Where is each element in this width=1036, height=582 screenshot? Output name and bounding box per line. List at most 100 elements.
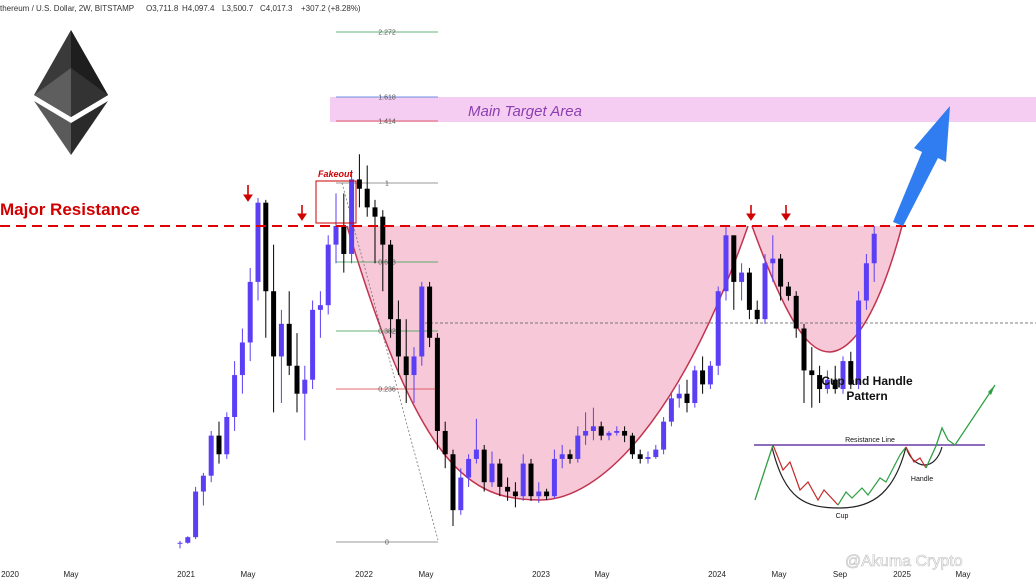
candle-body xyxy=(551,458,557,497)
x-tick-label: 2024 xyxy=(708,570,726,579)
candle-body xyxy=(364,188,370,208)
candle-body xyxy=(856,300,862,385)
candle-body xyxy=(310,309,316,380)
candle-body xyxy=(380,216,386,245)
candle-body xyxy=(388,244,394,320)
candle-body xyxy=(224,416,230,455)
candle-body xyxy=(263,202,269,292)
x-tick-label: May xyxy=(955,570,970,579)
candle-body xyxy=(520,463,526,497)
candle-body xyxy=(754,309,760,320)
candle-body xyxy=(785,286,791,296)
red-down-arrow-icon xyxy=(746,205,756,221)
candle-body xyxy=(271,291,277,357)
candle-body xyxy=(692,370,698,404)
candle-body xyxy=(333,226,339,245)
x-tick-label: 2023 xyxy=(532,570,550,579)
x-tick-label: May xyxy=(594,570,609,579)
candle-body xyxy=(317,305,323,310)
candle-body xyxy=(575,435,581,459)
red-down-arrow-icon xyxy=(781,205,791,221)
candle-body xyxy=(325,244,331,306)
resistance-line-label: Resistance Line xyxy=(845,437,895,444)
candle-body xyxy=(442,430,448,455)
candle-body xyxy=(458,477,464,511)
candle-body xyxy=(216,435,222,455)
candle-body xyxy=(489,463,495,483)
fib-level-label: 2.272 xyxy=(378,30,396,37)
candle-body xyxy=(661,421,667,450)
candle-body xyxy=(185,537,191,543)
candle-body xyxy=(629,435,635,455)
handle-outline xyxy=(751,225,903,353)
x-tick-label: Sep xyxy=(833,570,848,579)
candle-body xyxy=(832,379,838,390)
candle-body xyxy=(606,432,612,436)
header-close: C4,017.3 xyxy=(260,4,293,13)
candle-body xyxy=(247,281,253,343)
candle-body xyxy=(645,457,651,459)
main-target-area xyxy=(330,97,1036,122)
candle-body xyxy=(466,458,472,478)
candle-body xyxy=(232,375,238,417)
x-tick-label: May xyxy=(63,570,78,579)
candle-body xyxy=(286,323,292,366)
candle-body xyxy=(481,449,487,483)
candle-body xyxy=(668,398,674,422)
x-tick-label: May xyxy=(418,570,433,579)
candle-body xyxy=(684,393,690,404)
candle-body xyxy=(302,379,308,394)
candle-body xyxy=(372,207,378,217)
candle-body xyxy=(871,233,877,264)
pattern-title-line1: Cup and Handle xyxy=(821,374,913,388)
fib-level-label: 0.618 xyxy=(378,260,396,267)
x-tick-label: 2021 xyxy=(177,570,195,579)
candle-body xyxy=(840,361,846,390)
fib-level-label: 0.382 xyxy=(378,329,396,336)
cup-outline xyxy=(346,225,749,501)
fib-level-label: 1.618 xyxy=(378,95,396,102)
x-tick-label: 2020 xyxy=(1,570,19,579)
candle-body xyxy=(434,337,440,431)
candle-body xyxy=(614,430,620,433)
cup-and-handle-diagram xyxy=(754,384,996,509)
red-down-arrow-icon xyxy=(243,185,253,202)
x-tick-label: 2025 xyxy=(893,570,911,579)
candle-body xyxy=(411,356,417,376)
candle-body xyxy=(356,179,362,189)
candle-body xyxy=(239,342,245,376)
candle-body xyxy=(395,319,401,357)
candle-body xyxy=(707,365,713,385)
handle-label: Handle xyxy=(911,476,933,483)
header-symbol: thereum / U.S. Dollar, 2W, BITSTAMP xyxy=(0,4,134,13)
candle-body xyxy=(512,491,518,497)
pattern-title-line2: Pattern xyxy=(846,389,887,403)
candle-body xyxy=(567,454,573,459)
major-resistance-label: Major Resistance xyxy=(0,200,140,219)
watermark: @Akuma Crypto xyxy=(845,553,963,570)
candle-body xyxy=(723,235,729,292)
candle-body xyxy=(637,454,643,459)
candle-body xyxy=(770,258,776,264)
candle-body xyxy=(817,375,823,390)
candle-body xyxy=(676,393,682,399)
candle-body xyxy=(450,454,456,511)
candle-body xyxy=(427,286,433,338)
fib-swing-line xyxy=(341,182,439,541)
candle-body xyxy=(208,435,214,476)
candle-body xyxy=(715,291,721,366)
candle-body xyxy=(590,426,596,431)
x-tick-label: May xyxy=(771,570,786,579)
candle-body xyxy=(700,370,706,385)
handle-shape xyxy=(752,226,902,352)
candle-body xyxy=(200,475,206,492)
candle-body xyxy=(793,295,799,329)
candle-body xyxy=(349,179,355,254)
candle-body xyxy=(544,491,550,497)
ethereum-logo-icon xyxy=(34,30,108,155)
candle-body xyxy=(848,361,854,385)
header-open: O3,711.8 xyxy=(146,4,179,13)
candle-body xyxy=(177,542,183,544)
candle-body xyxy=(193,491,199,538)
